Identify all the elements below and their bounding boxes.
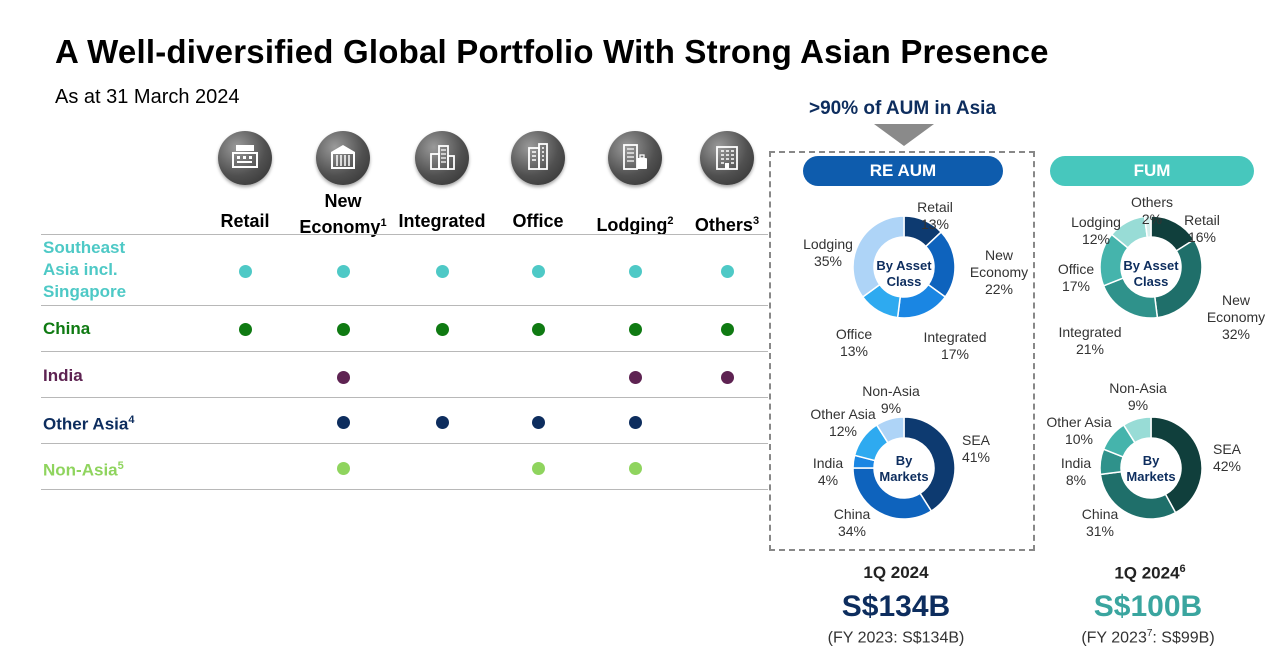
- slice-label-non-asia: Non-Asia 9%: [862, 383, 920, 416]
- presence-dot: [238, 264, 252, 278]
- re-aum-header: RE AUM: [803, 156, 1003, 186]
- callout-arrow: [874, 124, 934, 146]
- presence-dot: [720, 322, 734, 336]
- presence-dot: [628, 264, 642, 278]
- re-asset-class-center-label: By Asset Class: [876, 258, 932, 289]
- building-icon: [700, 131, 754, 185]
- presence-dot: [435, 415, 449, 429]
- column-header-office: Office: [512, 211, 564, 231]
- presence-dot: [628, 461, 642, 475]
- presence-dot: [628, 322, 642, 336]
- page-subtitle: As at 31 March 2024: [55, 86, 240, 108]
- presence-dot: [238, 322, 252, 336]
- presence-dot: [531, 415, 545, 429]
- column-header-lodging: Lodging2: [596, 215, 674, 235]
- fum-asset-class-center-label: By Asset Class: [1123, 258, 1179, 289]
- row-divider: [41, 443, 768, 444]
- slice-label-integrated: Integrated 21%: [1058, 324, 1122, 357]
- slice-label-new-economy: New Economy 22%: [969, 247, 1029, 297]
- fum-period: 1Q 20246: [1114, 563, 1186, 583]
- presence-dot: [336, 370, 350, 384]
- slice-label-office: Office 17%: [1057, 261, 1095, 294]
- slice-label-retail: Retail 13%: [917, 199, 953, 232]
- row-divider: [41, 397, 768, 398]
- slice-label-sea: SEA 42%: [1212, 441, 1242, 474]
- slice-label-retail: Retail 16%: [1184, 212, 1220, 245]
- slice-label-integrated: Integrated 17%: [923, 329, 987, 362]
- presence-dot: [628, 370, 642, 384]
- cash-register-icon: [218, 131, 272, 185]
- presence-dot: [336, 322, 350, 336]
- row-divider: [41, 351, 768, 352]
- re-aum-fy-comparison: (FY 2023: S$134B): [827, 629, 965, 647]
- row-label-china: China: [43, 319, 91, 338]
- hotel-luggage-icon: [608, 131, 662, 185]
- presence-dot: [531, 264, 545, 278]
- warehouse-icon: [316, 131, 370, 185]
- slice-label-other-asia: Other Asia 12%: [810, 406, 876, 439]
- row-divider: [41, 489, 768, 490]
- office-building-icon: [511, 131, 565, 185]
- presence-dot: [435, 264, 449, 278]
- slice-label-office: Office 13%: [835, 326, 873, 359]
- slice-label-china: China 34%: [833, 506, 871, 539]
- presence-dot: [531, 322, 545, 336]
- slice-label-others: Others 2%: [1130, 194, 1173, 227]
- presence-dot: [628, 415, 642, 429]
- re-markets-center-label: By Markets: [879, 453, 929, 484]
- slice-label-other-asia: Other Asia 10%: [1046, 414, 1112, 447]
- row-divider: [41, 305, 768, 306]
- presence-dot: [336, 461, 350, 475]
- slice-sea: [1150, 416, 1203, 514]
- re-aum-dashed-box: [769, 151, 1035, 551]
- fum-amount: S$100B: [1093, 590, 1203, 623]
- slice-others: [1143, 215, 1152, 239]
- presence-dot: [720, 264, 734, 278]
- slice-label-lodging: Lodging 12%: [1071, 214, 1121, 247]
- presence-dot: [435, 322, 449, 336]
- integrated-buildings-icon: [415, 131, 469, 185]
- column-header-retail: Retail: [220, 211, 270, 231]
- page-title: A Well-diversified Global Portfolio With…: [55, 33, 1049, 70]
- slice-label-non-asia: Non-Asia 9%: [1109, 380, 1167, 413]
- re-aum-period: 1Q 2024: [863, 563, 929, 582]
- slice-label-india: India 4%: [812, 455, 844, 488]
- row-divider: [41, 234, 768, 235]
- slice-label-india: India 8%: [1060, 455, 1092, 488]
- slice-label-lodging: Lodging 35%: [803, 236, 853, 269]
- row-label-other-asia: Other Asia4: [43, 414, 135, 434]
- slice-lodging: [852, 215, 905, 299]
- fum-markets-center-label: By Markets: [1126, 453, 1176, 484]
- column-header-integrated: Integrated: [398, 211, 486, 231]
- slice-non-asia: [1122, 416, 1152, 444]
- row-label-non-asia: Non-Asia5: [43, 460, 124, 480]
- slice-label-china: China 31%: [1081, 506, 1119, 539]
- presence-dot: [336, 264, 350, 278]
- row-label-india: India: [43, 366, 83, 385]
- slice-non-asia: [875, 416, 905, 444]
- presence-dot: [531, 461, 545, 475]
- row-label-southeast-asia-incl-singapore: Southeast Asia incl. Singapore: [43, 238, 127, 301]
- presence-dot: [720, 370, 734, 384]
- column-header-others: Others3: [694, 215, 760, 235]
- slice-label-sea: SEA 41%: [961, 432, 991, 465]
- column-header-new-economy: New Economy1: [299, 191, 387, 237]
- asia-callout: >90% of AUM in Asia: [808, 98, 997, 119]
- re-aum-amount: S$134B: [841, 590, 951, 623]
- fum-fy-comparison: (FY 20237: S$99B): [1081, 628, 1215, 647]
- slice-label-new-economy: New Economy 32%: [1206, 292, 1266, 342]
- presence-dot: [336, 415, 350, 429]
- fum-header: FUM: [1050, 156, 1254, 186]
- slice-sea: [903, 416, 956, 513]
